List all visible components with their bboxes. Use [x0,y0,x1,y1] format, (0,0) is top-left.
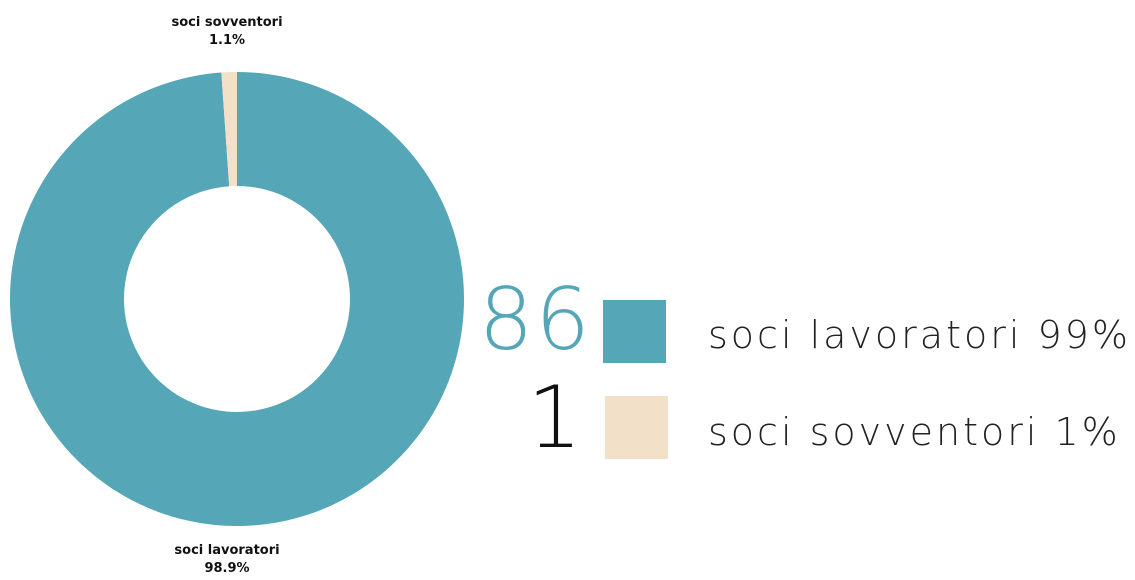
slice-label-percent: 1.1% [208,33,246,48]
legend-count-soci-lavoratori: 86 [478,270,592,370]
donut-chart [9,72,464,527]
slice-label-soci-sovventori: soci sovventori 1.1% [147,14,307,50]
donut-slice-soci-sovventori [221,72,237,187]
legend-swatch-soci-sovventori [605,396,668,459]
slice-label-name: soci lavoratori [174,543,280,558]
slice-label-soci-lavoratori: soci lavoratori 98.9% [147,542,307,578]
slice-label-percent: 98.9% [204,561,250,576]
legend-label-soci-sovventori: soci sovventori 1% [708,410,1121,454]
legend-label-soci-lavoratori: soci lavoratori 99% [708,313,1131,357]
donut-slice-soci-lavoratori [9,72,464,527]
legend-count-soci-sovventori: 1 [527,368,584,468]
slice-label-name: soci sovventori [171,15,283,30]
legend-swatch-soci-lavoratori [603,300,666,363]
